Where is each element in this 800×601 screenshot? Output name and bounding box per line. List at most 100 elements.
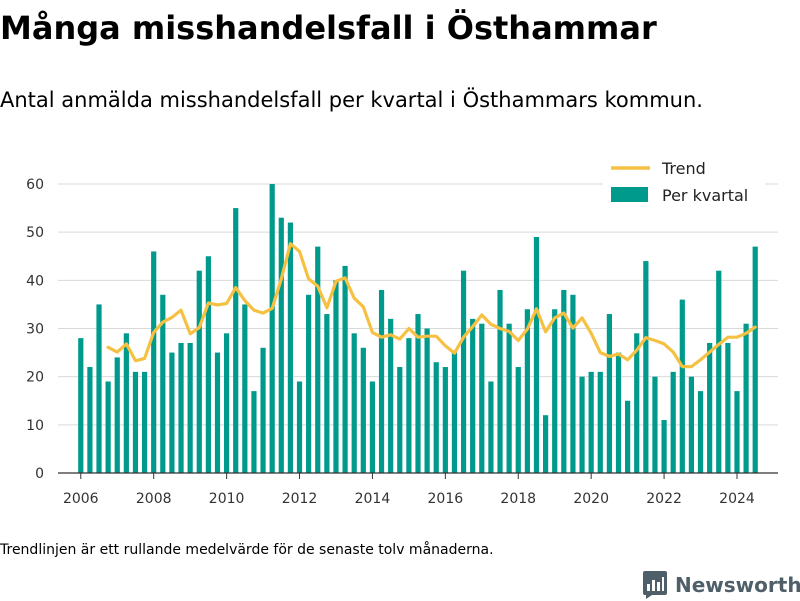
bar — [506, 323, 512, 473]
bar — [643, 261, 649, 473]
bar — [233, 208, 239, 474]
x-tick-label: 2022 — [646, 491, 682, 507]
bar — [533, 236, 540, 473]
x-tick-label: 2018 — [500, 491, 536, 507]
bar — [306, 294, 312, 473]
bar — [324, 314, 330, 473]
bar — [151, 251, 157, 473]
bar — [470, 318, 476, 473]
bar — [369, 381, 376, 473]
bar — [406, 338, 412, 473]
x-tick-label: 2024 — [719, 491, 755, 507]
bar — [460, 270, 467, 473]
bar — [497, 289, 503, 473]
bar — [597, 371, 603, 473]
y-tick-label: 10 — [26, 418, 44, 434]
bar — [388, 318, 394, 473]
axes: 0 10 20 30 40 50 60 2006 2008 2010 2012 2014 2016 201… — [26, 177, 778, 507]
x-tick-label: 2006 — [63, 491, 99, 507]
bar — [725, 342, 731, 473]
bar — [670, 371, 676, 473]
logo-text: Newsworthy — [675, 573, 800, 597]
x-tick-label: 2010 — [209, 491, 245, 507]
bar — [287, 222, 294, 473]
x-tick-label: 2014 — [355, 491, 391, 507]
bar — [479, 323, 485, 473]
bar — [570, 294, 576, 473]
y-tick-label: 60 — [26, 177, 44, 193]
bar — [224, 333, 230, 473]
legend: Trend Per kvartal — [603, 154, 765, 212]
legend-bar-swatch — [611, 187, 648, 202]
bar — [634, 333, 640, 473]
bar — [378, 289, 385, 473]
y-tick-label: 40 — [26, 273, 44, 289]
bar-line-chart: 0 10 20 30 40 50 60 2006 2008 2010 2012 2014 2016 201… — [26, 154, 778, 507]
bar — [78, 338, 84, 473]
bar — [178, 342, 184, 473]
bar — [615, 352, 622, 473]
bar — [716, 270, 722, 473]
legend-background — [603, 154, 765, 212]
chart-title: Många misshandelsfall i Östhammar — [0, 9, 657, 47]
bar — [734, 391, 740, 473]
bar — [397, 367, 403, 473]
bar — [625, 400, 631, 473]
bar — [451, 352, 458, 473]
trend-line-group — [106, 242, 757, 369]
bar — [187, 342, 193, 473]
bar — [552, 309, 558, 473]
bar — [251, 391, 257, 473]
bar — [424, 328, 430, 473]
x-tick-label: 2008 — [136, 491, 172, 507]
bar — [488, 381, 494, 473]
bar — [697, 391, 704, 473]
x-tick-label: 2020 — [573, 491, 609, 507]
bar — [205, 256, 211, 473]
bar — [515, 367, 521, 473]
bar — [652, 376, 658, 473]
y-tick-label: 0 — [35, 466, 44, 482]
legend-label-trend: Trend — [661, 159, 706, 178]
bar — [260, 347, 266, 473]
bar — [160, 294, 166, 473]
bar — [87, 367, 93, 473]
bar — [588, 371, 594, 473]
x-tick-label: 2012 — [282, 491, 318, 507]
bar — [315, 246, 321, 473]
bar — [96, 304, 102, 473]
y-tick-label: 50 — [26, 225, 44, 241]
bar — [442, 367, 448, 473]
bar — [351, 333, 357, 473]
footnote: Trendlinjen är ett rullande medelvärde f… — [0, 542, 494, 558]
bar — [688, 376, 695, 473]
bar — [433, 362, 439, 473]
newsworthy-logo-icon — [643, 571, 667, 599]
bar — [169, 352, 175, 473]
bar — [743, 323, 749, 473]
bar — [561, 289, 567, 473]
bar — [752, 246, 758, 473]
bar — [661, 420, 667, 473]
bar — [579, 376, 585, 473]
bar — [242, 304, 248, 473]
bars-per-kvartal — [78, 184, 758, 474]
y-tick-label: 20 — [26, 370, 44, 386]
bar — [196, 270, 202, 473]
bar — [105, 381, 111, 473]
bar — [524, 309, 530, 473]
bar — [707, 342, 713, 473]
bar — [606, 314, 612, 473]
bar — [132, 371, 139, 473]
bar — [114, 357, 120, 473]
newsworthy-logo[interactable]: Newsworthy — [642, 569, 800, 601]
bar — [342, 265, 348, 473]
bar — [333, 280, 339, 473]
bar — [296, 381, 303, 473]
bar — [360, 347, 366, 473]
legend-label-per-kvartal: Per kvartal — [662, 186, 748, 205]
trend-line — [106, 242, 757, 369]
bar — [123, 333, 129, 473]
bar — [542, 415, 549, 473]
bar — [269, 184, 275, 473]
